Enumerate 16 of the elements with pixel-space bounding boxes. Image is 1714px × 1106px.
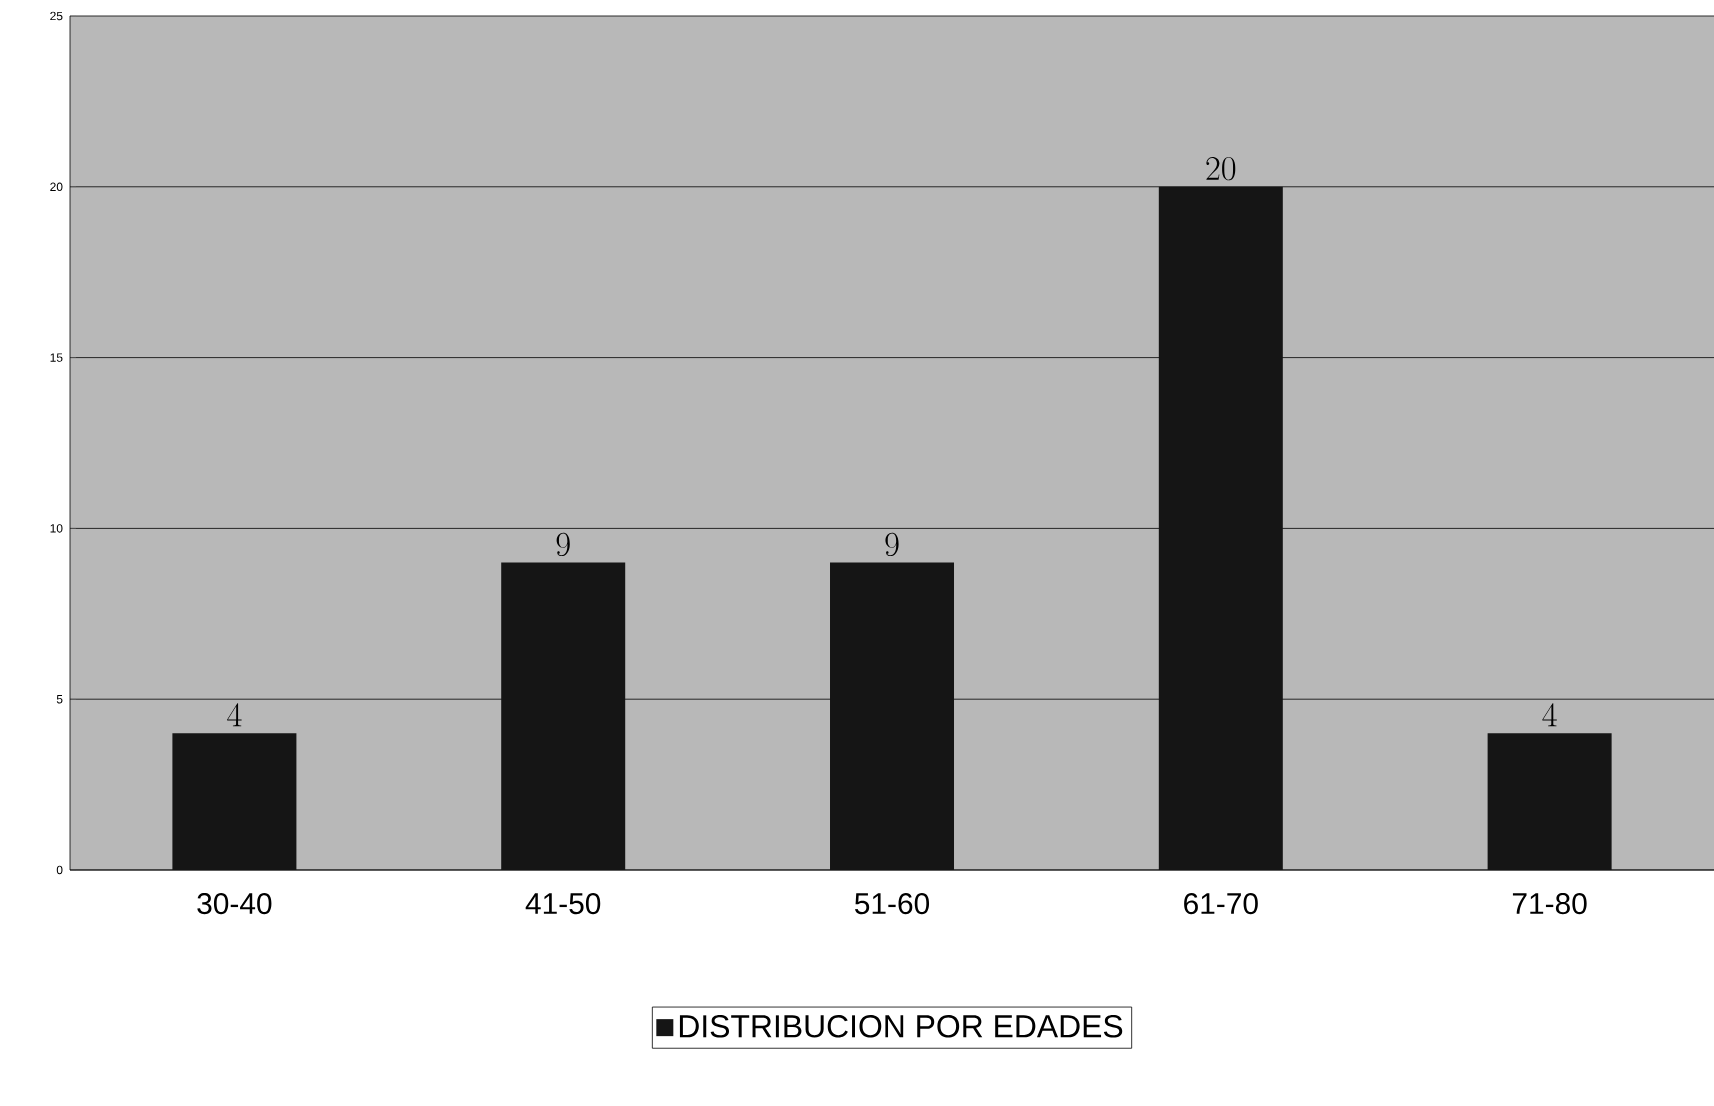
bar bbox=[1487, 733, 1612, 870]
bar bbox=[501, 562, 626, 870]
data-label: 9 bbox=[556, 532, 570, 557]
bar bbox=[172, 733, 297, 870]
bar bbox=[1158, 186, 1283, 870]
bar bbox=[830, 562, 955, 870]
data-label: 4 bbox=[1542, 703, 1557, 727]
x-tick-label: 51-60 bbox=[854, 892, 930, 915]
data-label: 9 bbox=[885, 532, 899, 557]
x-tick-label: 61-70 bbox=[1184, 892, 1258, 915]
x-tick-label: 30-40 bbox=[197, 892, 272, 915]
data-label: 20 bbox=[1206, 157, 1236, 181]
data-label: 4 bbox=[227, 703, 242, 727]
x-tick-label: 71-80 bbox=[1512, 892, 1587, 915]
x-tick-label: 41-50 bbox=[525, 892, 601, 915]
legend-label: DISTRIBUCION POR EDADES bbox=[679, 1015, 1123, 1038]
